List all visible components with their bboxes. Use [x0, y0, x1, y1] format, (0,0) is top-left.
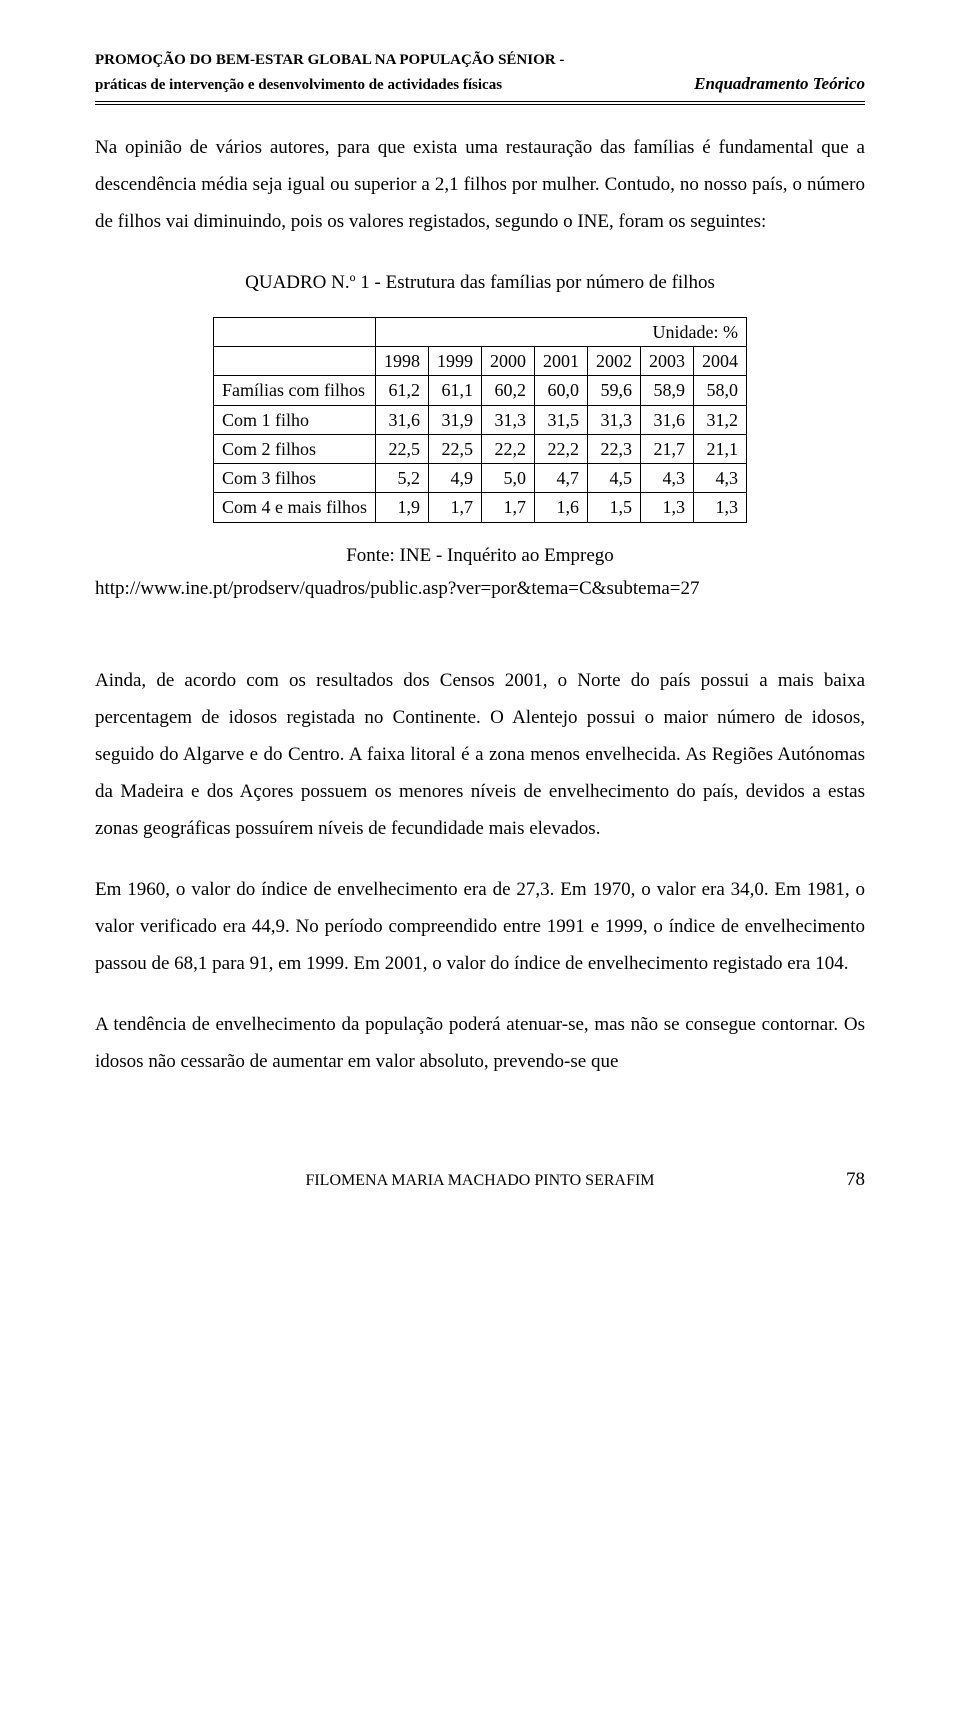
table-cell: 22,2	[535, 434, 588, 463]
table-cell: 61,2	[376, 376, 429, 405]
table-col-year: 2004	[694, 346, 747, 375]
table-cell: 1,3	[641, 493, 694, 522]
row-label: Com 1 filho	[214, 405, 376, 434]
paragraph-3: Em 1960, o valor do índice de envelhecim…	[95, 871, 865, 982]
table-cell: 58,0	[694, 376, 747, 405]
header-rule-1	[95, 101, 865, 102]
table-cell: 22,3	[588, 434, 641, 463]
table-cell: 31,9	[429, 405, 482, 434]
table-cell: 1,3	[694, 493, 747, 522]
table-cell: 60,0	[535, 376, 588, 405]
table-row: Com 1 filho 31,6 31,9 31,3 31,5 31,3 31,…	[214, 405, 747, 434]
table-row: Com 4 e mais filhos 1,9 1,7 1,7 1,6 1,5 …	[214, 493, 747, 522]
table-col-year: 1999	[429, 346, 482, 375]
table-cell: 22,5	[376, 434, 429, 463]
page-footer: FILOMENA MARIA MACHADO PINTO SERAFIM 78	[95, 1161, 865, 1198]
paragraph-2: Ainda, de acordo com os resultados dos C…	[95, 662, 865, 847]
header-title-line2: práticas de intervenção e desenvolviment…	[95, 75, 502, 97]
table-cell: 1,7	[429, 493, 482, 522]
row-label: Com 3 filhos	[214, 464, 376, 493]
table-cell: 4,7	[535, 464, 588, 493]
table-row: Com 3 filhos 5,2 4,9 5,0 4,7 4,5 4,3 4,3	[214, 464, 747, 493]
table-cell: 31,6	[376, 405, 429, 434]
table-unit: Unidade: %	[376, 317, 747, 346]
table-cell: 1,6	[535, 493, 588, 522]
table-cell: 1,9	[376, 493, 429, 522]
row-label: Famílias com filhos	[214, 376, 376, 405]
table-col-year: 2000	[482, 346, 535, 375]
table-cell: 61,1	[429, 376, 482, 405]
footer-page-number: 78	[825, 1161, 865, 1198]
table-empty-cell	[214, 317, 376, 346]
table-cell: 58,9	[641, 376, 694, 405]
table-cell: 4,9	[429, 464, 482, 493]
table-cell: 22,2	[482, 434, 535, 463]
row-label: Com 4 e mais filhos	[214, 493, 376, 522]
table-cell: 5,2	[376, 464, 429, 493]
table-cell: 31,5	[535, 405, 588, 434]
table-cell: 59,6	[588, 376, 641, 405]
footer-author: FILOMENA MARIA MACHADO PINTO SERAFIM	[135, 1165, 825, 1196]
table-cell: 4,3	[694, 464, 747, 493]
row-label: Com 2 filhos	[214, 434, 376, 463]
table-cell: 31,2	[694, 405, 747, 434]
table-source-url: http://www.ine.pt/prodserv/quadros/publi…	[95, 576, 865, 602]
header-rule-2	[95, 104, 865, 105]
table-cell: 31,3	[482, 405, 535, 434]
table-cell: 22,5	[429, 434, 482, 463]
table-title: QUADRO N.º 1 - Estrutura das famílias po…	[95, 264, 865, 301]
header-title-line1: PROMOÇÃO DO BEM-ESTAR GLOBAL NA POPULAÇÃ…	[95, 50, 865, 72]
table-cell: 31,3	[588, 405, 641, 434]
table-col-year: 2001	[535, 346, 588, 375]
paragraph-1: Na opinião de vários autores, para que e…	[95, 129, 865, 240]
paragraph-4: A tendência de envelhecimento da populaç…	[95, 1006, 865, 1080]
table-col-year: 1998	[376, 346, 429, 375]
running-header: PROMOÇÃO DO BEM-ESTAR GLOBAL NA POPULAÇÃ…	[95, 50, 865, 97]
table-empty-cell	[214, 346, 376, 375]
table-row: Famílias com filhos 61,2 61,1 60,2 60,0 …	[214, 376, 747, 405]
table-header-row: 1998 1999 2000 2001 2002 2003 2004	[214, 346, 747, 375]
table-cell: 21,7	[641, 434, 694, 463]
table-cell: 4,5	[588, 464, 641, 493]
data-table: Unidade: % 1998 1999 2000 2001 2002 2003…	[213, 317, 747, 523]
table-row: Com 2 filhos 22,5 22,5 22,2 22,2 22,3 21…	[214, 434, 747, 463]
table-cell: 4,3	[641, 464, 694, 493]
table-cell: 60,2	[482, 376, 535, 405]
table-cell: 5,0	[482, 464, 535, 493]
table-col-year: 2003	[641, 346, 694, 375]
table-source: Fonte: INE - Inquérito ao Emprego	[95, 543, 865, 569]
header-section-name: Enquadramento Teórico	[694, 72, 865, 97]
table-cell: 1,5	[588, 493, 641, 522]
table-cell: 31,6	[641, 405, 694, 434]
table-cell: 21,1	[694, 434, 747, 463]
table-unit-row: Unidade: %	[214, 317, 747, 346]
table-col-year: 2002	[588, 346, 641, 375]
table-cell: 1,7	[482, 493, 535, 522]
